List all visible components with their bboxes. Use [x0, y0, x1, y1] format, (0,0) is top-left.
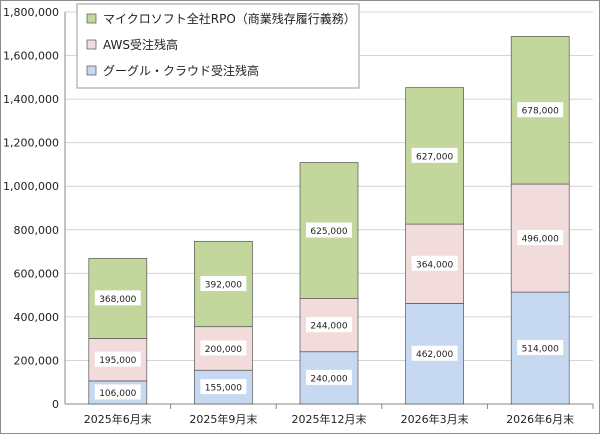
legend-swatch [86, 39, 97, 50]
data-label: 195,000 [99, 356, 136, 366]
x-tick-label: 2026年6月末 [506, 412, 574, 426]
data-label: 155,000 [205, 384, 242, 394]
data-label-background [517, 102, 564, 118]
y-tick-label: 1,600,000 [3, 50, 59, 63]
data-label: 368,000 [99, 295, 136, 305]
data-label-background [200, 276, 247, 292]
data-label: 496,000 [522, 235, 559, 245]
y-tick-label: 1,000,000 [3, 180, 59, 193]
legend-box [76, 3, 360, 89]
data-label: 392,000 [205, 281, 242, 291]
y-tick-label: 1,400,000 [3, 93, 59, 106]
y-tick-label: 0 [52, 398, 59, 411]
y-tick-label: 1,800,000 [3, 6, 59, 19]
data-label-background [411, 255, 458, 271]
legend-swatch [86, 65, 97, 76]
legend-swatch [86, 13, 97, 24]
x-tick-label: 2026年3月末 [401, 412, 469, 426]
data-label: 625,000 [310, 227, 347, 237]
data-label-background [411, 147, 458, 163]
data-label: 514,000 [522, 345, 559, 355]
data-label: 364,000 [416, 260, 453, 270]
data-label-background [517, 230, 564, 246]
y-tick-label: 400,000 [14, 311, 60, 324]
data-label-background [517, 340, 564, 356]
data-label-background [306, 317, 352, 333]
y-tick-label: 1,200,000 [3, 137, 59, 150]
x-tick-label: 2025年12月末 [292, 412, 367, 426]
data-label: 200,000 [205, 345, 242, 355]
data-label: 678,000 [522, 107, 559, 117]
y-tick-label: 600,000 [14, 267, 60, 280]
data-label-background [94, 384, 141, 400]
data-label: 462,000 [416, 350, 453, 360]
data-label-background [306, 369, 352, 385]
y-tick-label: 200,000 [14, 354, 60, 367]
data-label-background [200, 340, 247, 356]
data-label-background [306, 222, 352, 238]
data-label: 240,000 [310, 374, 347, 384]
x-tick-label: 2025年6月末 [84, 412, 152, 426]
legend-label: マイクロソフト全社RPO（商業残存履行義務） [103, 11, 356, 26]
y-tick-label: 800,000 [14, 224, 60, 237]
data-label: 106,000 [99, 389, 136, 399]
legend-label: AWS受注残高 [103, 37, 178, 52]
data-label-background [411, 345, 458, 361]
legend-label: グーグル・クラウド受注残高 [103, 63, 259, 78]
data-label: 627,000 [416, 152, 453, 162]
x-tick-label: 2025年9月末 [189, 412, 257, 426]
data-label-background [94, 290, 141, 306]
data-label-background [94, 351, 141, 367]
data-label-background [200, 379, 247, 395]
data-label: 244,000 [310, 322, 347, 332]
